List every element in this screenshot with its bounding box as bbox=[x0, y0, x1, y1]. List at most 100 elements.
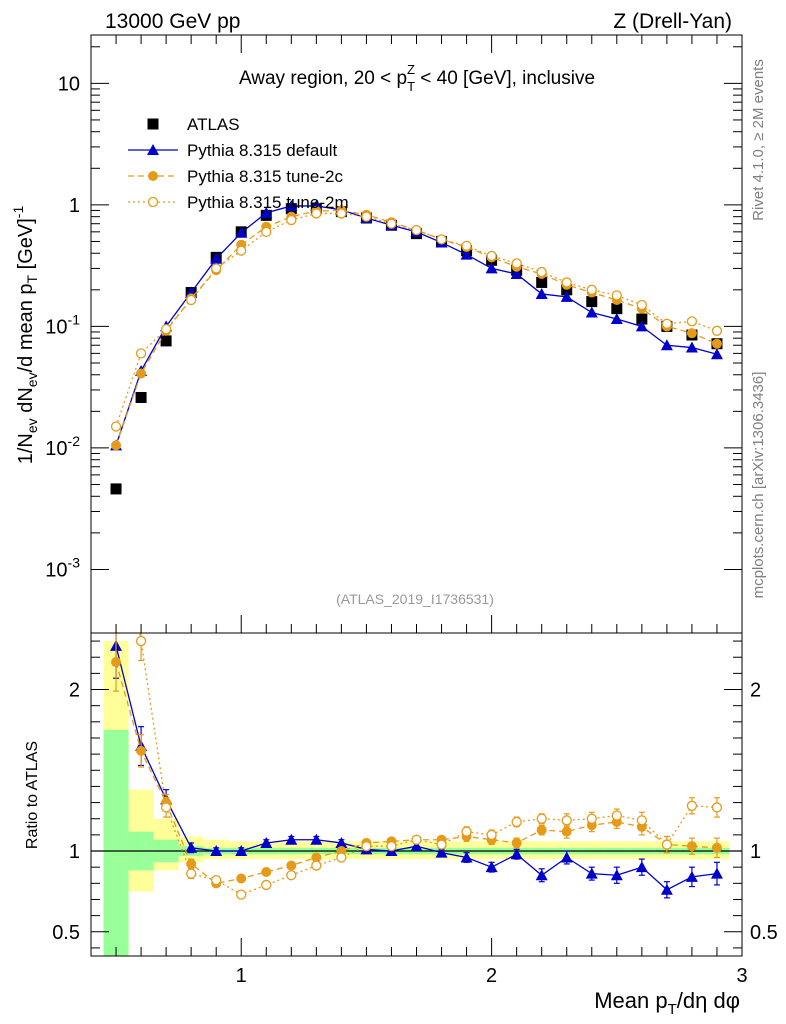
legend-label: ATLAS bbox=[187, 115, 240, 134]
data-point bbox=[685, 341, 698, 353]
ratio-series-pythia-8-315-tune-2m bbox=[135, 633, 723, 900]
ratio-point bbox=[661, 839, 673, 850]
data-point bbox=[160, 335, 172, 347]
main-series-group bbox=[110, 199, 723, 495]
data-point bbox=[461, 240, 472, 252]
main-y-tick-label: 10 bbox=[58, 73, 80, 95]
ratio-point bbox=[535, 869, 548, 881]
legend-marker bbox=[147, 144, 159, 155]
ratio-point bbox=[511, 816, 522, 828]
main-x-axis bbox=[115, 35, 743, 633]
series-line bbox=[115, 209, 718, 446]
ratio-point bbox=[585, 867, 598, 879]
main-y-axis: 10-3 10-2 10-1 1 10 bbox=[45, 46, 742, 581]
ratio-x-axis: 1 2 3 bbox=[115, 938, 748, 987]
ratio-panel: 0.5 0.5 1 1 2 2 1 2 3 Ratio to ATLAS Mean pT/dη… bbox=[24, 632, 778, 1018]
ratio-point bbox=[135, 635, 147, 647]
ratio-point bbox=[686, 841, 697, 852]
data-point bbox=[160, 323, 172, 335]
ratio-y-tick-label-right: 2 bbox=[750, 680, 761, 702]
ratio-point bbox=[485, 861, 498, 873]
data-point bbox=[661, 318, 673, 329]
data-point bbox=[386, 218, 397, 229]
data-point bbox=[536, 266, 547, 278]
legend: ATLAS Pythia 8.315 default Pythia 8.315 tu… bbox=[128, 115, 349, 212]
ratio-point bbox=[236, 873, 247, 884]
data-point bbox=[285, 199, 298, 211]
ratio-point bbox=[185, 841, 198, 853]
ratio-point bbox=[386, 841, 397, 852]
data-point bbox=[585, 306, 598, 318]
data-point bbox=[535, 287, 548, 299]
x-axis-label-text: Mean pT/dη dφ bbox=[594, 988, 740, 1018]
ratio-point bbox=[536, 825, 547, 836]
ratio-y-label: Ratio to ATLAS bbox=[24, 741, 41, 849]
uncertainty-bands bbox=[103, 641, 730, 956]
series-line bbox=[115, 205, 718, 446]
ratio-point bbox=[536, 813, 547, 824]
series-pythia-8-315-tune-2c bbox=[111, 205, 722, 451]
data-point bbox=[560, 290, 573, 302]
ratio-point bbox=[111, 657, 122, 668]
legend-marker bbox=[148, 171, 158, 181]
ratio-point bbox=[561, 815, 572, 826]
ratio-point bbox=[260, 836, 273, 848]
main-panel: 10-3 10-2 10-1 1 10 Away region, 20 < pTZ < … bbox=[10, 34, 743, 634]
ratio-x-tick-label: 1 bbox=[236, 965, 247, 987]
ratio-point bbox=[686, 800, 698, 811]
series-pythia-8-315-tune-2m bbox=[110, 208, 723, 432]
data-point bbox=[611, 303, 623, 315]
data-point bbox=[235, 226, 248, 238]
ratio-point bbox=[160, 802, 172, 813]
ratio-point bbox=[261, 867, 272, 878]
ratio-point bbox=[335, 836, 348, 848]
main-y-label: 1/Nev dNev/d mean pT [GeV]-1 bbox=[10, 206, 40, 465]
data-point bbox=[186, 294, 197, 306]
series-line bbox=[115, 212, 718, 427]
data-point bbox=[210, 252, 223, 264]
ratio-point bbox=[311, 852, 322, 863]
ratio-point bbox=[411, 834, 422, 845]
data-point bbox=[711, 325, 723, 336]
data-point bbox=[361, 211, 372, 222]
data-point bbox=[460, 248, 473, 260]
ratio-point bbox=[136, 745, 147, 756]
ratio-point bbox=[361, 841, 372, 852]
ratio-point bbox=[561, 826, 572, 837]
data-point bbox=[311, 208, 322, 219]
main-plot-area bbox=[110, 199, 723, 495]
data-point bbox=[686, 328, 697, 339]
data-point bbox=[485, 262, 498, 274]
ratio-point bbox=[711, 842, 722, 853]
ratio-point bbox=[261, 879, 272, 891]
data-point bbox=[286, 214, 297, 226]
legend-label: Pythia 8.315 tune-2m bbox=[187, 193, 349, 212]
x-axis-label: Mean pT/dη dφ bbox=[594, 988, 740, 1018]
main-title: Away region, 20 < pTZ < 40 [GeV], inclus… bbox=[239, 62, 595, 94]
data-point bbox=[136, 368, 147, 379]
ratio-plot-area bbox=[91, 633, 742, 956]
ratio-y-axis: 0.5 0.5 1 1 2 2 bbox=[52, 640, 778, 949]
legend-marker bbox=[147, 196, 159, 208]
ratio-point bbox=[660, 883, 673, 895]
rivet-label: Rivet 4.1.0, ≥ 2M events bbox=[750, 59, 767, 221]
ratio-point bbox=[436, 839, 447, 850]
stat-uncertainty-band bbox=[103, 729, 129, 956]
ratio-point bbox=[461, 826, 472, 837]
legend-label: Pythia 8.315 tune-2c bbox=[187, 167, 343, 186]
ratio-y-tick-label: 1 bbox=[69, 841, 80, 863]
ratio-point bbox=[410, 840, 423, 852]
data-point bbox=[411, 224, 422, 236]
legend-entry-pythia-8-315-tune-2c: Pythia 8.315 tune-2c bbox=[128, 167, 343, 186]
ratio-point bbox=[285, 833, 298, 845]
ratio-frame bbox=[90, 632, 743, 957]
ratio-point bbox=[486, 829, 497, 841]
ratio-point bbox=[710, 867, 723, 879]
legend-entry-pythia-8-315-default: Pythia 8.315 default bbox=[128, 141, 338, 160]
data-point bbox=[436, 234, 447, 245]
data-point bbox=[110, 483, 122, 495]
ratio-point bbox=[460, 851, 473, 863]
ratio-point bbox=[510, 848, 523, 860]
data-point bbox=[111, 440, 122, 451]
